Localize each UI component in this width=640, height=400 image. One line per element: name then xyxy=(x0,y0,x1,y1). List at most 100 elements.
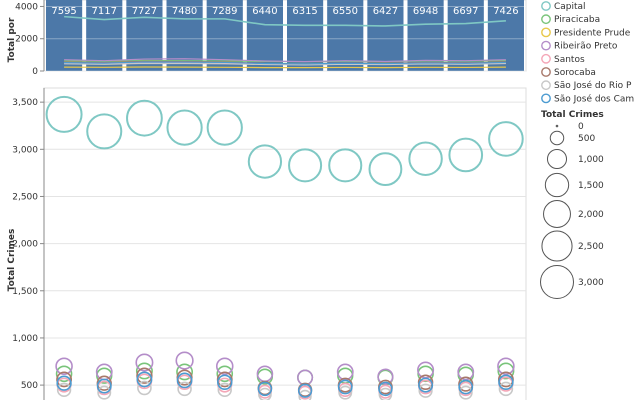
top-bar xyxy=(86,0,123,71)
bubble xyxy=(56,382,72,398)
bubble xyxy=(217,374,233,391)
bubble xyxy=(257,381,273,397)
bottom-y-tick-label: 2,000 xyxy=(12,240,38,250)
bubble xyxy=(298,389,312,400)
legend-symbol xyxy=(541,27,551,38)
bubble xyxy=(96,378,112,394)
bubble xyxy=(328,148,363,183)
top-value-label: 7595 xyxy=(51,6,76,17)
legend: Capital Piracicaba Presidente Prude Ribeirã… xyxy=(540,1,634,299)
top-y-axis-title: Total por xyxy=(7,17,17,62)
top-value-label: 6440 xyxy=(252,6,277,17)
top-value-label: 6948 xyxy=(413,6,438,17)
bubble xyxy=(378,387,393,400)
bubble xyxy=(56,371,73,388)
bottom-y-tick-label: 1,500 xyxy=(12,287,38,297)
legend-symbol xyxy=(541,40,551,51)
bubble xyxy=(368,152,403,187)
top-y-tick-label: 4000 xyxy=(15,2,38,12)
bubble xyxy=(175,351,194,370)
top-bar xyxy=(327,0,364,71)
bubbles xyxy=(45,95,524,400)
bubble xyxy=(418,377,434,393)
legend-symbol xyxy=(541,14,551,25)
legend-symbol xyxy=(541,67,551,77)
legend-label: Capital xyxy=(554,2,586,12)
bubble xyxy=(216,365,234,383)
bubble xyxy=(418,383,433,398)
bubble xyxy=(498,374,514,391)
legend-label: Presidente Prude xyxy=(554,28,631,38)
bubble xyxy=(336,363,354,381)
top-bar xyxy=(447,0,484,71)
size-legend-symbol xyxy=(544,172,570,198)
bottom-y-tick-label: 3,000 xyxy=(12,145,38,155)
bubble xyxy=(297,383,313,398)
size-legend-symbol xyxy=(540,265,574,299)
bubble xyxy=(497,357,515,376)
top-value-label: 7727 xyxy=(132,6,157,17)
bubble xyxy=(458,385,473,400)
legend-label: Piracicaba xyxy=(554,15,600,25)
legend-symbol xyxy=(541,53,551,64)
top-value-label: 6315 xyxy=(292,6,317,17)
top-line-series xyxy=(64,66,506,69)
bottom-gridlines xyxy=(43,87,527,400)
bubble xyxy=(176,372,193,389)
top-line-series xyxy=(64,15,506,27)
top-bar xyxy=(407,0,444,71)
monthly-total-chart: Total por 7595 7117 7727 7480 7289 6440 6315 65… xyxy=(7,0,527,77)
bottom-y-axis-title: Total Crimes xyxy=(7,229,17,292)
size-legend-symbol xyxy=(549,130,565,146)
legend-symbol xyxy=(541,1,551,11)
top-bar xyxy=(487,0,524,71)
top-plot-area xyxy=(43,0,527,72)
bottom-y-tick-label: 3,500 xyxy=(12,98,38,108)
top-value-label: 7426 xyxy=(493,6,518,17)
bubble xyxy=(377,368,394,385)
bubble xyxy=(215,357,234,376)
top-value-labels: 7595 7117 7727 7480 7289 6440 6315 6550 6427 6948… xyxy=(51,6,518,17)
bubble xyxy=(498,381,514,397)
size-legend-label: 2,000 xyxy=(578,210,604,220)
top-gridlines xyxy=(43,0,527,72)
bubble xyxy=(378,381,393,397)
legend-label: Sorocaba xyxy=(554,68,596,78)
bubble xyxy=(135,362,153,380)
size-legend-label: 2,500 xyxy=(578,242,604,252)
size-legend-label: 0 xyxy=(578,122,584,132)
size-legend-symbol xyxy=(541,230,573,262)
bubble xyxy=(126,99,163,137)
bubble xyxy=(338,385,353,400)
top-y-tick-label: 0 xyxy=(32,67,38,77)
top-bar xyxy=(46,0,83,71)
size-legend-symbol xyxy=(546,148,568,170)
bubble xyxy=(97,385,112,400)
bubble xyxy=(136,371,153,388)
size-legend-label: 500 xyxy=(578,134,595,144)
top-lines xyxy=(64,15,506,69)
bubble-chart: Total Crimes 500 1,000 1,500 2,000 2,500 3,00… xyxy=(7,87,527,400)
bottom-y-ticks: 500 1,000 1,500 2,000 2,500 3,000 3,500 xyxy=(12,88,45,400)
legend-size: 0 500 1,000 1,500 2,000 2,500 3,000 xyxy=(540,122,604,299)
legend-series: Capital Piracicaba Presidente Prude Ribeirã… xyxy=(541,1,634,104)
bubble xyxy=(288,148,323,183)
legend-symbol xyxy=(541,93,551,104)
top-line-series xyxy=(64,58,506,63)
bubble xyxy=(247,144,283,179)
bottom-y-tick-label: 1,000 xyxy=(12,334,38,344)
bubble xyxy=(56,375,72,391)
size-legend-symbol xyxy=(555,124,559,128)
bottom-y-tick-label: 500 xyxy=(21,381,38,391)
top-y-tick-label: 2000 xyxy=(15,35,38,45)
bubble xyxy=(137,380,152,396)
top-value-label: 6550 xyxy=(333,6,358,17)
bubble xyxy=(55,365,73,383)
bubble xyxy=(408,141,443,176)
bubble xyxy=(206,109,243,146)
top-value-label: 7117 xyxy=(92,6,117,17)
size-legend-label: 1,000 xyxy=(578,155,604,165)
top-line-series xyxy=(64,62,506,66)
top-value-label: 7480 xyxy=(172,6,197,17)
bubble xyxy=(86,113,123,150)
